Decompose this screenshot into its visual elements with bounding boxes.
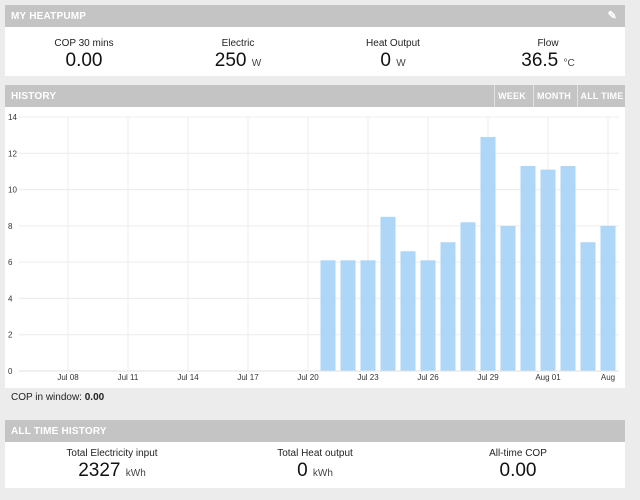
week-button[interactable]: WEEK	[494, 85, 529, 107]
chart-bar	[440, 242, 456, 371]
stat-label: Flow	[537, 38, 559, 49]
stat-total-electricity: Total Electricity input 2327 kWh	[47, 448, 177, 482]
y-tick-label: 4	[8, 294, 13, 303]
x-tick-label: Jul 17	[237, 373, 259, 382]
chart-bar	[380, 216, 396, 371]
history-chart: 0 2 4 6 8 10 12 14 Jul 08 Jul 11 Jul 14 Jul 17 Jul 2…	[8, 113, 619, 382]
stat-label: Electric	[221, 38, 255, 49]
chart-bar	[400, 251, 416, 371]
chart-bar	[520, 165, 536, 371]
stat-value: 36.5 °C	[521, 50, 575, 71]
y-tick-label: 14	[8, 113, 17, 122]
cop-window-label: COP in window:	[11, 392, 82, 403]
x-tick-label: Aug 01	[535, 373, 561, 382]
chart-bar	[340, 260, 356, 371]
chart-bar	[420, 260, 436, 371]
all-time-stats-panel: Total Electricity input 2327 kWh Total H…	[5, 442, 625, 488]
history-chart-panel: 0 2 4 6 8 10 12 14 Jul 08 Jul 11 Jul 14 Jul 17 Jul 2…	[5, 107, 625, 388]
stat-electric: Electric 250 W	[188, 38, 288, 72]
heatpump-title: MY HEATPUMP	[11, 11, 87, 22]
x-tick-label: Jul 26	[417, 373, 439, 382]
all-time-header: ALL TIME HISTORY	[5, 420, 625, 442]
history-title: HISTORY	[11, 91, 57, 102]
heatpump-header: MY HEATPUMP ✎	[5, 5, 625, 27]
chart-bar	[320, 260, 336, 371]
heatpump-stats-panel: COP 30 mins 0.00 Electric 250 W Heat Out…	[5, 27, 625, 76]
chart-bar	[500, 225, 516, 371]
history-header: HISTORY WEEK MONTH ALL TIME	[5, 85, 625, 107]
stat-heat-output: Heat Output 0 W	[338, 38, 448, 72]
stat-label: All-time COP	[489, 448, 547, 459]
y-tick-label: 0	[8, 367, 13, 376]
stat-value: 250 W	[214, 50, 262, 71]
stat-flow: Flow 36.5 °C	[498, 38, 598, 72]
cop-window-value: 0.00	[84, 392, 105, 403]
x-tick-label: Jul 11	[118, 373, 139, 382]
cop-window-row: COP in window: 0.00	[5, 388, 625, 408]
stat-value: 0.00	[65, 50, 103, 71]
stat-value: 0.00	[499, 460, 537, 481]
month-button[interactable]: MONTH	[533, 85, 574, 107]
chart-bar	[560, 165, 576, 371]
stat-label: Total Heat output	[277, 448, 353, 459]
chart-bar	[360, 260, 376, 371]
stat-total-heat: Total Heat output 0 kWh	[250, 448, 380, 482]
all-time-button[interactable]: ALL TIME	[577, 85, 626, 107]
y-tick-label: 2	[8, 331, 13, 340]
stat-label: Total Electricity input	[66, 448, 158, 459]
chart-bar	[540, 169, 556, 371]
x-tick-label: Jul 14	[177, 373, 199, 382]
stat-cop-30: COP 30 mins 0.00	[34, 38, 134, 72]
chart-bar	[480, 136, 496, 371]
stat-value: 2327 kWh	[78, 460, 146, 481]
pencil-icon[interactable]: ✎	[607, 10, 617, 22]
x-tick-label: Jul 20	[297, 373, 319, 382]
y-tick-label: 8	[8, 222, 13, 231]
x-tick-label: Aug	[601, 373, 615, 382]
all-time-title: ALL TIME HISTORY	[11, 426, 107, 437]
stat-value: 0 W	[380, 50, 406, 71]
y-tick-label: 12	[8, 149, 17, 158]
chart-bar	[580, 242, 596, 371]
stat-value: 0 kWh	[297, 460, 333, 481]
x-tick-label: Jul 08	[57, 373, 79, 382]
chart-bar	[460, 222, 476, 371]
stat-all-time-cop: All-time COP 0.00	[453, 448, 583, 482]
stat-label: Heat Output	[366, 38, 420, 49]
y-tick-label: 6	[8, 258, 13, 267]
y-tick-label: 10	[8, 186, 17, 195]
x-tick-label: Jul 23	[357, 373, 379, 382]
x-tick-label: Jul 29	[477, 373, 499, 382]
chart-bar	[600, 225, 616, 371]
stat-label: COP 30 mins	[54, 38, 114, 49]
